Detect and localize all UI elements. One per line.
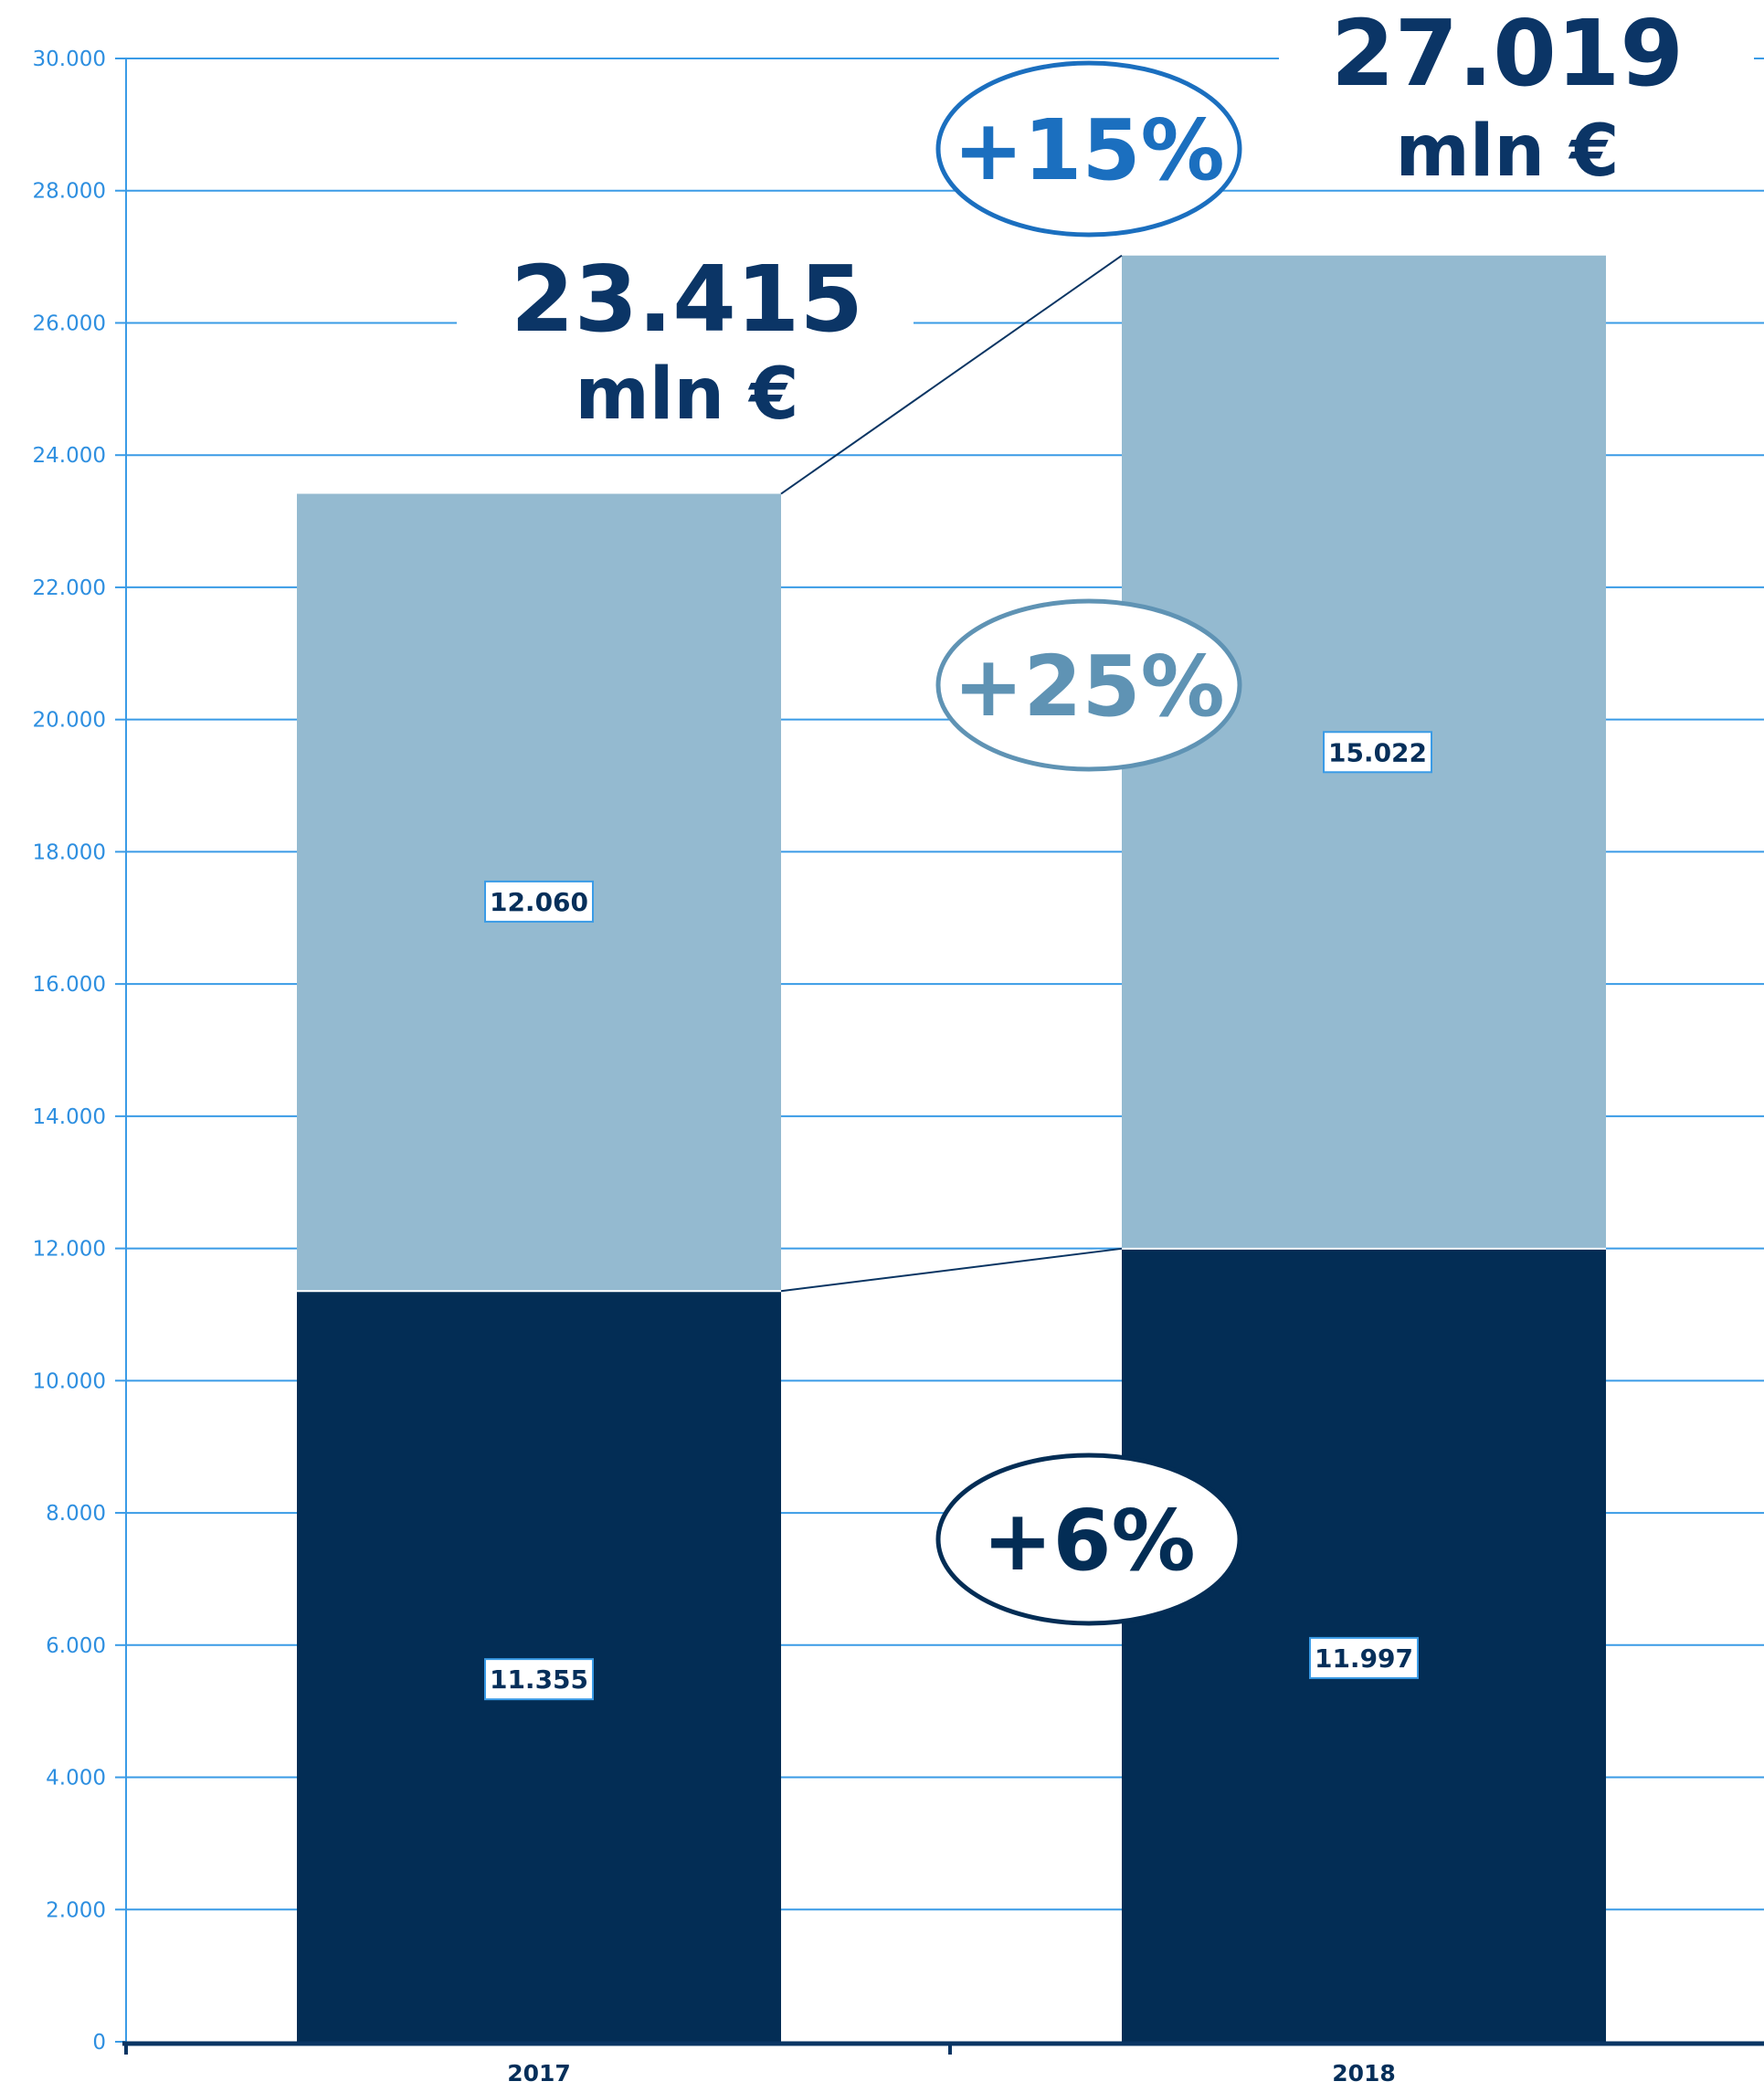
growth-label-2: +25% [953,638,1224,735]
total-unit-2018: mln € [1396,111,1620,193]
data-label-box-2018-series-1 [1309,1636,1419,1679]
y-tick-label-6: 12.000 [33,1238,106,1262]
data-label-2018-series-2: 15.022 [1328,737,1427,767]
growth-ellipse-1 [935,60,1242,238]
y-tick-label-3: 6.000 [46,1634,106,1658]
connector-series-1 [780,1247,1123,1293]
total-mask-2018 [1279,48,1754,75]
y-tick-label-10: 20.000 [33,709,106,733]
total-value-2017: 23.415 [511,246,863,353]
y-tick-label-0: 0 [92,2031,106,2055]
total-unit-2017: mln € [576,354,799,436]
y-tick-label-12: 24.000 [33,444,106,468]
growth-label-3: +6% [982,1492,1195,1590]
connector-total [780,254,1123,495]
y-tick-label-2: 4.000 [46,1767,106,1791]
data-label-box-2018-series-2 [1323,731,1432,774]
total-value-2018: 27.019 [1331,0,1684,107]
y-tick-label-7: 14.000 [33,1105,106,1129]
data-label-2017-series-1: 11.355 [490,1664,588,1695]
y-tick-label-8: 16.000 [33,973,106,997]
total-mask-2017 [457,311,914,338]
y-tick-label-13: 26.000 [33,312,106,335]
y-tick-label-4: 8.000 [46,1502,106,1526]
y-tick-label-11: 22.000 [33,576,106,600]
y-tick-label-14: 28.000 [33,180,106,204]
growth-ellipse-3 [935,1453,1242,1626]
y-tick-label-5: 10.000 [33,1369,106,1393]
y-tick-label-15: 30.000 [33,48,106,71]
y-tick-label-9: 18.000 [33,840,106,864]
growth-ellipse-2 [935,598,1242,772]
x-tick-label-2017: 2017 [507,2060,571,2087]
data-label-2018-series-1: 11.997 [1315,1643,1413,1674]
y-tick-label-1: 2.000 [46,1898,106,1922]
growth-label-1: +15% [953,101,1224,199]
data-label-box-2017-series-2 [484,880,594,923]
data-label-box-2017-series-1 [484,1658,594,1701]
x-tick-label-2018: 2018 [1332,2060,1396,2087]
data-label-2017-series-2: 12.060 [490,887,588,917]
